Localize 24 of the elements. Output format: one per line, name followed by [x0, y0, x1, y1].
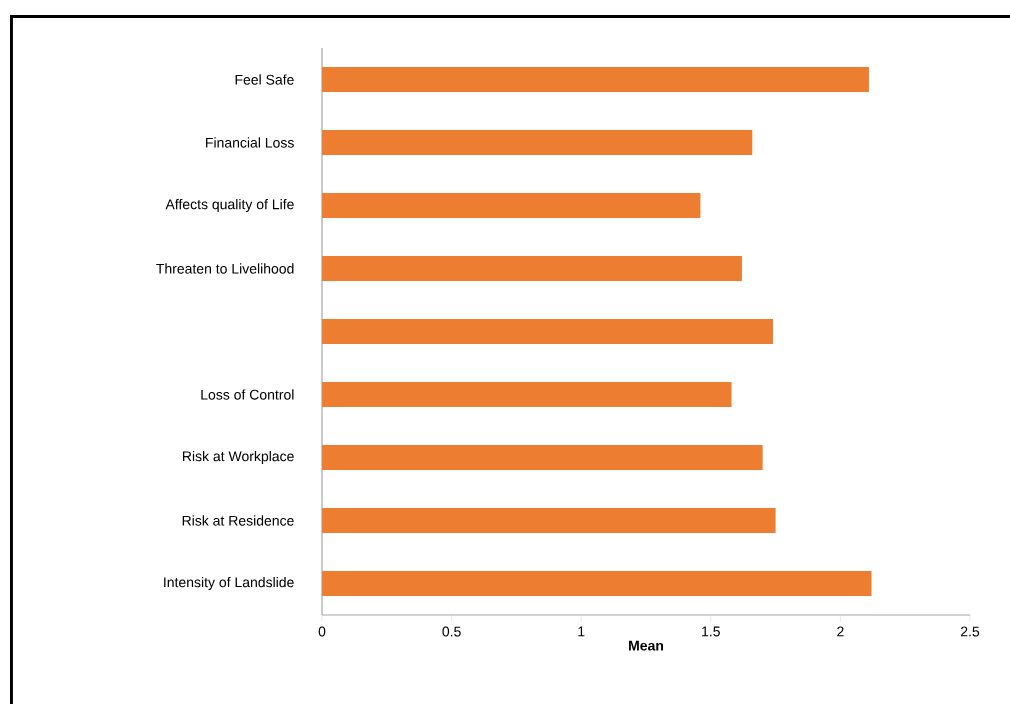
y-tick-label: Risk at Residence [182, 515, 294, 526]
bar [322, 445, 763, 470]
bar [322, 319, 774, 344]
y-tick-label: Financial Loss [206, 137, 294, 148]
y-tick-label: Risk at Workplace [183, 450, 294, 465]
x-tick-label: 1.5 [702, 626, 720, 637]
y-tick-label: Intensity of Landslide [164, 576, 294, 591]
x-tick-label: 2.5 [960, 626, 980, 637]
bar [322, 382, 732, 407]
x-tick-label: 2 [837, 626, 844, 637]
bar [322, 130, 753, 156]
bar [322, 193, 701, 219]
bar [322, 67, 869, 93]
y-tick-label: Loss of Control [201, 389, 294, 400]
bar [322, 571, 872, 596]
bar [322, 256, 742, 282]
x-axis-title: Mean [629, 640, 664, 651]
y-tick-label: Feel Safe [235, 74, 294, 85]
y-tick-label: Affects quality of Life [165, 198, 294, 213]
y-tick-label: Threaten to Livelihood [156, 263, 294, 274]
bar [322, 508, 776, 533]
x-tick-label: 0.5 [442, 626, 461, 637]
x-tick-label: 1 [578, 626, 585, 637]
x-tick-label: 0 [318, 626, 326, 637]
